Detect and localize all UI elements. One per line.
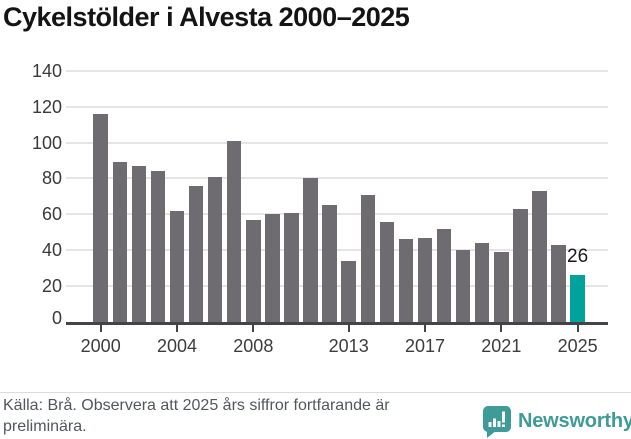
x-tick-2017 [424, 325, 426, 332]
y-tick-label-60: 60 [41, 204, 62, 225]
bar-2000 [93, 113, 108, 322]
x-tick-2025 [576, 325, 579, 332]
bar-2021 [494, 252, 509, 322]
x-tick-2004 [176, 325, 178, 332]
bar-2024 [551, 244, 566, 322]
y-tick-label-20: 20 [41, 276, 62, 297]
bar-2004 [169, 210, 185, 322]
bar-2018 [436, 228, 452, 322]
bar-2005 [188, 185, 204, 322]
x-tick-label-2013: 2013 [328, 336, 369, 356]
gridline-60 [66, 213, 608, 216]
bar-2016 [398, 239, 414, 322]
y-tick-label-120: 120 [31, 96, 62, 117]
bar-2011 [303, 178, 318, 322]
x-tick-label-2004: 2004 [156, 336, 198, 356]
bar-2012 [322, 205, 337, 322]
gridline-20 [66, 285, 608, 288]
bar-2003 [150, 171, 166, 322]
x-tick-label-2017: 2017 [404, 336, 446, 356]
y-tick-label-40: 40 [41, 240, 62, 261]
bar-2023 [532, 191, 547, 322]
y-tick-label-80: 80 [41, 168, 62, 189]
newsworthy-logo[interactable]: Newsworthy [483, 405, 631, 438]
y-tick-label-100: 100 [31, 132, 62, 153]
x-tick-label-2000: 2000 [80, 336, 121, 356]
gridline-100 [66, 141, 608, 144]
highlight-value-label: 26 [567, 246, 589, 268]
newsworthy-wordmark: Newsworthy [518, 410, 631, 432]
gridline-80 [66, 177, 608, 180]
gridline-40 [66, 249, 608, 252]
source-note: Källa: Brå. Observera att 2025 års siffr… [3, 397, 390, 435]
x-tick-label-2025: 2025 [557, 336, 598, 356]
bar-2002 [131, 165, 147, 322]
bar-2013 [341, 260, 356, 322]
bar-2019 [455, 250, 471, 322]
newsworthy-bubble-chart-icon [483, 405, 511, 438]
gridline-120 [66, 105, 608, 108]
bar-2006 [207, 176, 223, 322]
bar-2007 [226, 140, 242, 322]
bar-2020 [474, 243, 490, 322]
x-tick-2000 [99, 325, 102, 332]
y-tick-label-140: 140 [31, 60, 62, 81]
x-tick-2021 [500, 325, 503, 332]
x-tick-label-2008: 2008 [233, 336, 274, 356]
x-tick-label-2021: 2021 [481, 336, 522, 356]
x-axis-line [66, 322, 608, 325]
x-tick-2008 [252, 325, 255, 332]
bar-2015 [379, 221, 395, 322]
bar-2022 [513, 208, 528, 322]
gridline-140 [66, 69, 608, 72]
chart-title: Cykelstölder i Alvesta 2000–2025 [3, 2, 410, 32]
footer-divider [0, 392, 631, 393]
bar-2017 [417, 237, 433, 322]
bar-2025 [570, 275, 585, 322]
x-tick-2013 [347, 325, 350, 332]
bar-2001 [112, 162, 128, 322]
y-tick-label-0: 0 [51, 308, 62, 328]
bar-2008 [246, 219, 261, 322]
bar-2010 [284, 212, 299, 322]
bar-2014 [360, 194, 376, 322]
bar-2009 [265, 214, 280, 322]
